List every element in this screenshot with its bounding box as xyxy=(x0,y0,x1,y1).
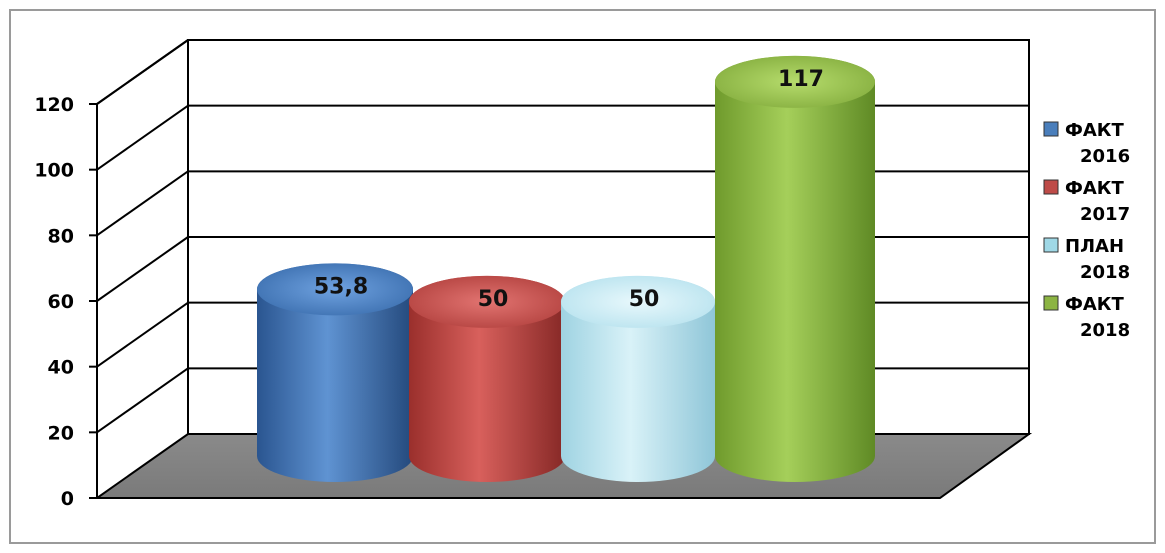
y-tick-label: 40 xyxy=(48,357,74,379)
y-tick-label: 0 xyxy=(61,488,74,510)
legend-swatch xyxy=(1043,179,1059,195)
y-axis: 0 20 40 60 80 100 120 xyxy=(34,94,98,510)
legend-label-line2: 2016 xyxy=(1080,146,1130,167)
data-label: 117 xyxy=(778,67,824,92)
bars xyxy=(257,55,875,482)
legend-label-line1: ФАКТ xyxy=(1065,120,1124,141)
gridline-diagonal xyxy=(96,39,189,105)
legend-item: ФАКТ 2018 xyxy=(1043,294,1130,341)
bar-top xyxy=(715,55,875,108)
legend-item: ФАКТ 2016 xyxy=(1043,120,1130,167)
y-tick-label: 80 xyxy=(48,225,74,247)
gridline-diagonal xyxy=(96,301,189,368)
legend-label-line2: 2018 xyxy=(1080,320,1130,341)
legend-label-line1: ФАКТ xyxy=(1065,178,1124,199)
bar xyxy=(257,263,413,482)
bar-body xyxy=(257,263,413,482)
gridline-diagonal xyxy=(96,170,189,237)
bar-body xyxy=(409,275,565,482)
y-tick-label: 20 xyxy=(48,422,74,444)
gridline-diagonal xyxy=(96,104,189,171)
gridline-diagonal xyxy=(96,367,189,434)
bar-top xyxy=(561,275,715,328)
bar xyxy=(715,55,875,482)
chart-frame xyxy=(9,9,1156,544)
legend-label-line1: ФАКТ xyxy=(1065,294,1124,315)
legend-swatch xyxy=(1043,237,1059,253)
legend: ФАКТ 2016 ФАКТ 2017 ПЛАН 2018 ФАКТ 2018 xyxy=(1043,120,1130,341)
legend-item: ПЛАН 2018 xyxy=(1043,236,1130,283)
legend-item: ФАКТ 2017 xyxy=(1043,178,1130,225)
data-label: 50 xyxy=(629,287,660,312)
y-tick-label: 120 xyxy=(34,94,74,116)
legend-label-line2: 2017 xyxy=(1080,204,1130,225)
bar-top xyxy=(409,275,565,328)
data-label: 53,8 xyxy=(314,274,368,299)
bar xyxy=(409,275,565,482)
y-tick-label: 100 xyxy=(34,160,74,182)
bar-top xyxy=(257,263,413,316)
legend-swatch xyxy=(1043,121,1059,137)
bar xyxy=(561,275,715,482)
bar-body xyxy=(561,275,715,482)
gridline-diagonal xyxy=(96,236,189,302)
legend-label-line2: 2018 xyxy=(1080,262,1130,283)
y-tick-label: 60 xyxy=(48,291,74,313)
data-label: 50 xyxy=(478,287,509,312)
bar-body xyxy=(715,55,875,482)
data-labels: 53,8 50 50 117 xyxy=(314,67,824,312)
legend-swatch xyxy=(1043,295,1059,311)
legend-label-line1: ПЛАН xyxy=(1065,236,1124,257)
